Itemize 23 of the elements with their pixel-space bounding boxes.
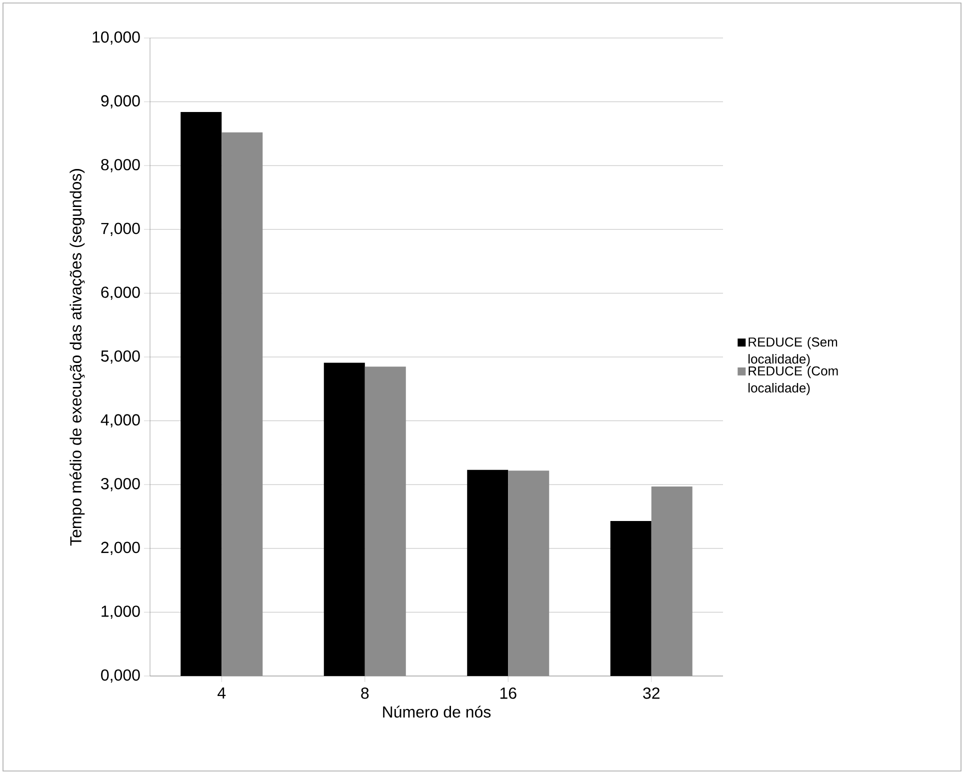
- bar: [324, 362, 365, 676]
- y-tick-label: 3,000: [101, 478, 140, 492]
- y-tick-label: 1,000: [102, 606, 140, 619]
- bar: [180, 112, 222, 676]
- y-tick-label: 4,000: [100, 414, 140, 428]
- x-tick-label: 16: [500, 688, 516, 699]
- legend-label: REDUCE (Sem localidade): [748, 337, 838, 366]
- x-axis-title: Número de nós: [383, 706, 491, 718]
- y-tick-label: 0,000: [101, 669, 140, 683]
- bar: [610, 520, 652, 676]
- y-tick-label: 7,000: [101, 222, 140, 236]
- x-tick-label: 32: [643, 688, 660, 699]
- y-axis-title: Tempo médio de execução das ativações (segundos): [70, 169, 85, 546]
- y-tick-label: 6,000: [101, 286, 140, 300]
- bar: [467, 470, 508, 676]
- legend-label: REDUCE (Com localidade): [748, 366, 838, 396]
- y-tick-label: 10,000: [92, 31, 140, 45]
- y-tick-label: 9,000: [101, 95, 140, 108]
- x-tick-label: 8: [361, 688, 369, 699]
- y-tick-label: 2,000: [101, 542, 140, 556]
- y-tick-label: 5,000: [101, 350, 140, 364]
- x-tick-label: 4: [218, 688, 226, 699]
- y-tick-label: 8,000: [101, 158, 140, 172]
